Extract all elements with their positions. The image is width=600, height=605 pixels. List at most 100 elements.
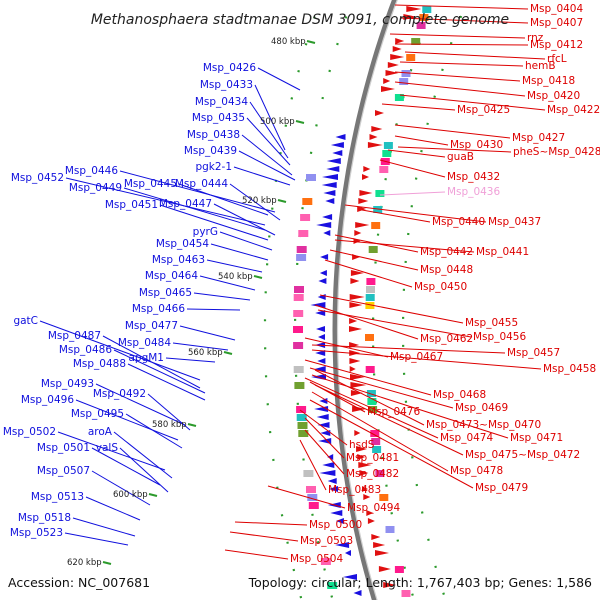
gene-arrow-forward <box>350 374 365 380</box>
gene-label-left[interactable]: Msp_0493 <box>41 378 94 390</box>
gene-label-left[interactable]: Msp_0466 <box>132 303 185 315</box>
gene-label-left[interactable]: Msp_0439 <box>184 145 237 157</box>
gene-label-right[interactable]: Msp_0467 <box>390 351 443 363</box>
gene-label-right[interactable]: Msp_0475~Msp_0472 <box>465 449 580 461</box>
gene-label-right[interactable]: Msp_0441 <box>476 246 529 258</box>
gene-label-right[interactable]: Msp_0503 <box>300 535 353 547</box>
gene-label-right[interactable]: Msp_0476 <box>367 406 420 418</box>
gene-label-left[interactable]: Msp_0447 <box>159 198 212 210</box>
gene-label-left[interactable]: Msp_0502 <box>3 426 56 438</box>
gene-label-right[interactable]: Msp_0425 <box>457 104 510 116</box>
gene-label-right[interactable]: Msp_0483 <box>328 484 381 496</box>
gene-label-right[interactable]: Msp_0504 <box>290 553 343 565</box>
gene-label-right[interactable]: Msp_0478 <box>450 465 503 477</box>
gene-label-right[interactable]: Msp_0482 <box>346 468 399 480</box>
gene-label-right[interactable]: Msp_0474 <box>440 432 493 444</box>
gene-label-right[interactable]: Msp_0473~Msp_0470 <box>426 419 541 431</box>
gene-label-right[interactable]: Msp_0440 <box>432 216 485 228</box>
gene-label-left[interactable]: Msp_0465 <box>139 287 192 299</box>
gene-label-left[interactable]: Msp_0513 <box>31 491 84 503</box>
gene-label-left[interactable]: Msp_0444 <box>175 178 228 190</box>
gene-label-left[interactable]: Msp_0488 <box>73 358 126 370</box>
gene-label-right[interactable]: Msp_0481 <box>346 452 399 464</box>
gene-label-left[interactable]: Msp_0446 <box>65 165 118 177</box>
kbp-tick-mark <box>306 40 316 44</box>
gene-label-right[interactable]: Msp_0442 <box>420 246 473 258</box>
gene-label-right[interactable]: Msp_0418 <box>522 75 575 87</box>
gene-label-left[interactable]: Msp_0484 <box>118 337 171 349</box>
gene-label-right[interactable]: Msp_0430 <box>450 139 503 151</box>
gene-arrow-forward <box>349 350 361 356</box>
gene-label-left[interactable]: Msp_0434 <box>195 96 248 108</box>
gene-label-left[interactable]: Msp_0452 <box>11 172 64 184</box>
gene-label-right[interactable]: Msp_0407 <box>530 17 583 29</box>
gene-label-left[interactable]: aroA <box>88 426 113 438</box>
gene-label-right[interactable]: Msp_0456 <box>473 331 526 343</box>
gene-label-left[interactable]: apgM1 <box>128 352 164 364</box>
gene-label-right[interactable]: Msp_0471 <box>510 432 563 444</box>
gene-arrow-reverse <box>332 150 343 156</box>
gene-label-right[interactable]: Msp_0500 <box>309 519 362 531</box>
gene-label-left[interactable]: pyrG <box>193 226 218 238</box>
gene-label-right[interactable]: Msp_0468 <box>433 389 486 401</box>
gene-label-right[interactable]: rfcL <box>547 53 567 65</box>
gene-label-left[interactable]: Msp_0477 <box>125 320 178 332</box>
connector-right <box>379 191 446 196</box>
connector-left <box>249 101 289 159</box>
gene-label-left[interactable]: gatC <box>13 315 38 327</box>
gene-label-left[interactable]: Msp_0487 <box>48 330 101 342</box>
gene-arrow-forward <box>406 6 422 12</box>
kbp-tick-mark <box>148 493 158 497</box>
gene-label-left[interactable]: Msp_0451 <box>105 199 158 211</box>
gene-label-left[interactable]: valS <box>96 442 119 454</box>
gene-label-left[interactable]: Msp_0438 <box>187 129 240 141</box>
gene-label-right[interactable]: Msp_0436 <box>447 186 500 198</box>
gene-label-right[interactable]: hsdS <box>349 439 375 451</box>
gene-label-left[interactable]: Msp_0433 <box>200 79 253 91</box>
gene-block <box>375 190 385 197</box>
gene-label-right[interactable]: Msp_0437 <box>488 216 541 228</box>
gene-label-left[interactable]: Msp_0463 <box>152 254 205 266</box>
gene-label-right[interactable]: Msp_0494 <box>347 502 400 514</box>
gene-label-right[interactable]: Msp_0458 <box>543 363 596 375</box>
gene-label-right[interactable]: rnz <box>527 32 544 44</box>
gene-label-left[interactable]: Msp_0454 <box>156 238 209 250</box>
gene-label-right[interactable]: Msp_0432 <box>447 171 500 183</box>
gene-label-left[interactable]: Msp_0435 <box>192 112 245 124</box>
gene-label-right[interactable]: Msp_0462 <box>420 333 473 345</box>
gene-label-right[interactable]: Msp_0422 <box>547 104 600 116</box>
gene-label-left[interactable]: pgk2-1 <box>195 161 232 173</box>
gene-block <box>371 438 381 445</box>
connector-right <box>311 349 542 370</box>
gene-label-left[interactable]: Msp_0495 <box>71 408 124 420</box>
gene-arrow-reverse <box>323 230 331 236</box>
connector-left <box>165 357 216 363</box>
gene-label-right[interactable]: Msp_0448 <box>420 264 473 276</box>
gene-label-left[interactable]: Msp_0426 <box>203 62 256 74</box>
gene-label-right[interactable]: pheS~Msp_0428 <box>513 146 600 158</box>
gene-label-left[interactable]: Msp_0445 <box>124 178 177 190</box>
gene-label-right[interactable]: Msp_0404 <box>530 3 583 15</box>
gene-label-right[interactable]: Msp_0412 <box>530 39 583 51</box>
gene-label-right[interactable]: guaB <box>447 151 474 163</box>
gene-label-left[interactable]: Msp_0518 <box>18 512 71 524</box>
gene-label-right[interactable]: Msp_0427 <box>512 132 565 144</box>
connector-right <box>394 81 526 97</box>
gene-label-left[interactable]: Msp_0501 <box>37 442 90 454</box>
gene-label-right[interactable]: Msp_0420 <box>527 90 580 102</box>
gene-label-left[interactable]: Msp_0464 <box>145 270 198 282</box>
gene-label-right[interactable]: Msp_0450 <box>414 281 467 293</box>
gene-label-left[interactable]: Msp_0507 <box>37 465 90 477</box>
gene-label-left[interactable]: Msp_0523 <box>10 527 63 539</box>
connector-left <box>72 517 136 537</box>
gene-label-left[interactable]: Msp_0492 <box>93 388 146 400</box>
gene-label-left[interactable]: Msp_0486 <box>59 344 112 356</box>
gene-label-right[interactable]: Msp_0455 <box>465 317 518 329</box>
gene-arrow-forward <box>375 110 384 116</box>
gene-label-right[interactable]: Msp_0479 <box>475 482 528 494</box>
gene-label-left[interactable]: Msp_0496 <box>21 394 74 406</box>
gene-label-right[interactable]: hemB <box>525 60 556 72</box>
gene-label-right[interactable]: Msp_0469 <box>455 402 508 414</box>
gene-label-right[interactable]: Msp_0457 <box>507 347 560 359</box>
gene-label-left[interactable]: Msp_0449 <box>69 182 122 194</box>
